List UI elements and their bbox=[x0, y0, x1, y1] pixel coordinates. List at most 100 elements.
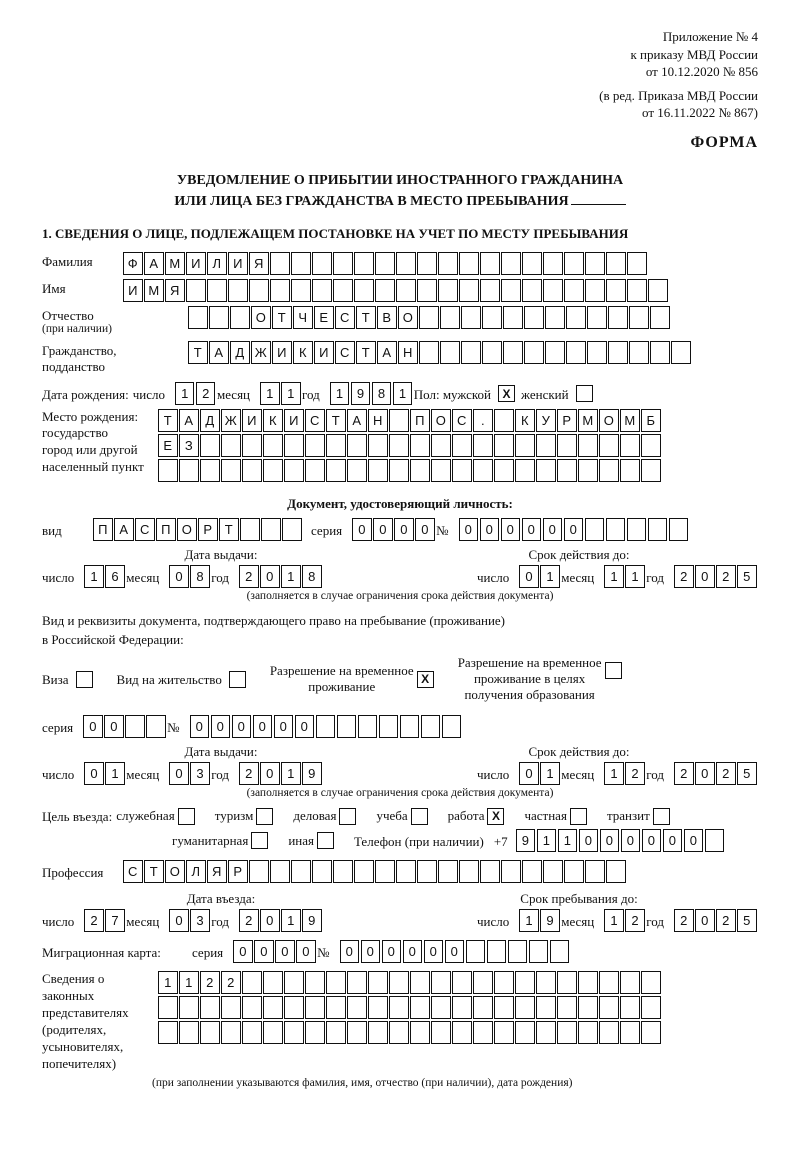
grazhdanstvo-label2: подданство bbox=[42, 359, 182, 375]
header-line4: (в ред. Приказа МВД России bbox=[42, 87, 758, 105]
header-line1: Приложение № 4 bbox=[42, 28, 758, 46]
razreshenie-obrazovanie-label1: Разрешение на временное bbox=[458, 655, 602, 670]
razreshenie-vremennoe-checkbox[interactable]: X bbox=[417, 671, 434, 688]
mesto-rozhdeniya-row: Место рождения: государство город или др… bbox=[42, 409, 758, 484]
svedeniya-label1: Сведения о bbox=[42, 971, 152, 988]
title-line1: УВЕДОМЛЕНИЕ О ПРИБЫТИИ ИНОСТРАННОГО ГРАЖ… bbox=[42, 170, 758, 191]
migrationnaya-karta-label: Миграционная карта: bbox=[42, 943, 192, 961]
tsel-sluzhebnaya-checkbox[interactable] bbox=[178, 808, 195, 825]
tsel-vyezda-row2: гуманитарная иная Телефон (при наличии) … bbox=[42, 829, 758, 852]
pol-label: Пол: мужской bbox=[414, 385, 495, 403]
prebyvanie-doc-srok-deystviya-label: Срок действия до: bbox=[400, 744, 758, 760]
svedeniya-label2: законных bbox=[42, 988, 152, 1005]
document-vid-label: вид bbox=[42, 521, 87, 539]
mesto-rozhdeniya-sub3: населенный пункт bbox=[42, 459, 152, 476]
mesto-rozhdeniya-sub2: город или другой bbox=[42, 442, 152, 459]
data-vyezda-label: Дата въезда: bbox=[42, 891, 400, 907]
prebyvanie-title1: Вид и реквизиты документа, подтверждающе… bbox=[42, 612, 758, 630]
dob-god-label: год bbox=[302, 385, 324, 403]
tsel-sluzhebnaya-label: служебная bbox=[116, 808, 175, 824]
svedeniya-label3: представителях bbox=[42, 1005, 152, 1022]
tsel-tranzit-checkbox[interactable] bbox=[653, 808, 670, 825]
otchestvo-label2: (при наличии) bbox=[42, 323, 182, 337]
title-line2: ИЛИ ЛИЦА БЕЗ ГРАЖДАНСТВА В МЕСТО ПРЕБЫВА… bbox=[174, 194, 568, 209]
tsel-chastnaya-checkbox[interactable] bbox=[570, 808, 587, 825]
tsel-inaya-checkbox[interactable] bbox=[317, 832, 334, 849]
pol-male-checkbox[interactable]: X bbox=[498, 385, 515, 402]
razreshenie-obrazovanie-checkbox[interactable] bbox=[605, 662, 622, 679]
razreshenie-obrazovanie-label2: проживание в целях bbox=[474, 671, 585, 686]
document-note: (заполняется в случае ограничения срока … bbox=[42, 590, 758, 602]
tsel-chastnaya-label: частная bbox=[524, 808, 566, 824]
header-line5: от 16.11.2022 № 867) bbox=[42, 104, 758, 122]
section1-title: 1. СВЕДЕНИЯ О ЛИЦЕ, ПОДЛЕЖАЩЕМ ПОСТАНОВК… bbox=[42, 226, 758, 242]
professiya-label: Профессия bbox=[42, 863, 117, 881]
tsel-gumanitarnaya-checkbox[interactable] bbox=[251, 832, 268, 849]
tsel-rabota-label: работа bbox=[448, 808, 485, 824]
razreshenie-vremennoe-label2: проживание bbox=[308, 679, 375, 694]
tsel-turizm-checkbox[interactable] bbox=[256, 808, 273, 825]
migrationnaya-karta-seriya-label: серия bbox=[192, 943, 227, 961]
header-line2: к приказу МВД России bbox=[42, 46, 758, 64]
prebyvanie-doc-seriya-label: серия bbox=[42, 718, 77, 736]
document-data-vydachi-label: Дата выдачи: bbox=[42, 547, 400, 563]
svedeniya-label5: усыновителях, bbox=[42, 1039, 152, 1056]
viza-checkbox[interactable] bbox=[76, 671, 93, 688]
dob-chislo-label: число bbox=[133, 385, 169, 403]
familiya-label: Фамилия bbox=[42, 252, 117, 270]
mesto-rozhdeniya-label: Место рождения: bbox=[42, 409, 152, 425]
migrationnaya-karta-number-label: № bbox=[317, 943, 333, 961]
imya-label: Имя bbox=[42, 279, 117, 297]
grazhdanstvo-label1: Гражданство, bbox=[42, 343, 182, 359]
tsel-delovaya-checkbox[interactable] bbox=[339, 808, 356, 825]
tsel-tranzit-label: транзит bbox=[607, 808, 650, 824]
dob-label: Дата рождения: bbox=[42, 385, 133, 403]
form-title: УВЕДОМЛЕНИЕ О ПРИБЫТИИ ИНОСТРАННОГО ГРАЖ… bbox=[42, 170, 758, 212]
vid-na-zhitelstvo-label: Вид на жительство bbox=[117, 670, 226, 688]
otchestvo-label1: Отчество bbox=[42, 308, 182, 324]
pol-female-checkbox[interactable] bbox=[576, 385, 593, 402]
tsel-vyezda-row: Цель въезда: служебная туризм деловая уч… bbox=[42, 807, 758, 825]
pol-female-label: женский bbox=[521, 385, 573, 403]
tsel-delovaya-label: деловая bbox=[293, 808, 336, 824]
prebyvanie-title: Вид и реквизиты документа, подтверждающе… bbox=[42, 612, 758, 648]
vid-na-zhitelstvo-checkbox[interactable] bbox=[229, 671, 246, 688]
forma-label: ФОРМА bbox=[42, 134, 758, 152]
tsel-rabota-checkbox[interactable]: X bbox=[487, 808, 504, 825]
srok-prebyvaniya-label: Срок пребывания до: bbox=[400, 891, 758, 907]
telefon-code: +7 bbox=[494, 832, 512, 850]
form-page: Приложение № 4 к приказу МВД России от 1… bbox=[0, 0, 800, 1163]
tsel-ucheba-checkbox[interactable] bbox=[411, 808, 428, 825]
svedeniya-label4: (родителях, bbox=[42, 1022, 152, 1039]
place-underline[interactable] bbox=[571, 204, 626, 205]
document-title: Документ, удостоверяющий личность: bbox=[42, 496, 758, 512]
